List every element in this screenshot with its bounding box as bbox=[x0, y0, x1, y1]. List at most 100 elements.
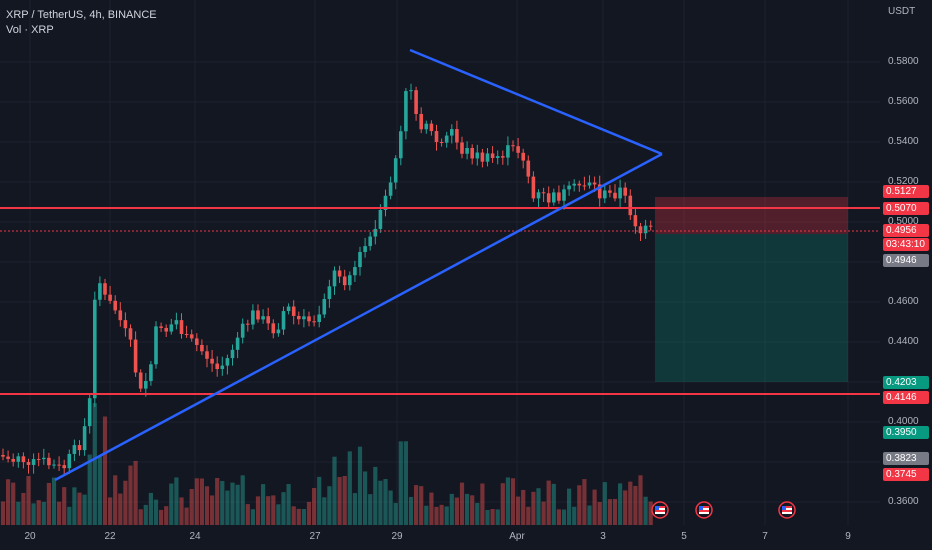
time-axis[interactable] bbox=[0, 525, 880, 550]
volume-bar bbox=[148, 492, 153, 525]
upper-trendline[interactable] bbox=[409, 48, 663, 156]
price-tick-label: 0.4400 bbox=[888, 336, 919, 347]
candle-body bbox=[444, 135, 449, 143]
price-label: 0.4203 bbox=[883, 376, 929, 389]
us-flag-icon[interactable] bbox=[778, 501, 796, 519]
lower-trendline[interactable] bbox=[54, 152, 663, 482]
us-flag-icon[interactable] bbox=[651, 501, 669, 519]
volume-bar bbox=[521, 489, 526, 525]
candle-body bbox=[128, 328, 133, 340]
volume-bar bbox=[215, 477, 220, 525]
volume-bar bbox=[210, 495, 215, 525]
candle-body bbox=[623, 187, 627, 196]
candle-body bbox=[42, 457, 46, 460]
volume-bar bbox=[470, 495, 475, 525]
volume-bar bbox=[36, 500, 41, 525]
volume-bar bbox=[327, 486, 332, 525]
volume-bar bbox=[138, 509, 143, 525]
volume-indicator-title[interactable]: Vol · XRP bbox=[6, 24, 54, 36]
candle-body bbox=[200, 344, 204, 352]
candle-body bbox=[562, 189, 566, 201]
candle-body bbox=[271, 323, 276, 334]
volume-bar bbox=[648, 501, 653, 525]
candle-body bbox=[628, 195, 633, 216]
price-chart[interactable] bbox=[0, 0, 880, 525]
volume-bar bbox=[82, 494, 87, 525]
volume-bar bbox=[612, 498, 618, 525]
candle-body bbox=[235, 337, 240, 350]
candle-body bbox=[572, 183, 576, 186]
volume-bar bbox=[113, 475, 118, 525]
candle-body bbox=[327, 286, 332, 299]
volume-bar bbox=[475, 502, 480, 525]
candles bbox=[1, 83, 653, 476]
volume-bar bbox=[378, 480, 383, 525]
candle-body bbox=[1, 455, 5, 457]
candle-body bbox=[332, 270, 337, 287]
volume-bar bbox=[403, 441, 408, 525]
candle-body bbox=[149, 364, 153, 382]
volume-bar bbox=[204, 486, 210, 525]
volume-bar bbox=[271, 495, 276, 525]
us-flag-icon[interactable] bbox=[695, 501, 713, 519]
volume-bar bbox=[424, 505, 429, 525]
candle-body bbox=[643, 225, 648, 234]
volume-bar bbox=[6, 479, 11, 525]
volume-bar bbox=[169, 483, 174, 525]
candle-body bbox=[189, 334, 194, 339]
price-tick-label: 0.5000 bbox=[888, 216, 919, 227]
volume-bar bbox=[123, 480, 128, 525]
candle-body bbox=[450, 129, 454, 136]
target-zone[interactable] bbox=[655, 234, 848, 382]
candle-body bbox=[633, 215, 638, 227]
volume-bar bbox=[582, 479, 587, 525]
volume-bar bbox=[31, 503, 36, 525]
candle-body bbox=[480, 152, 485, 162]
candle-body bbox=[179, 320, 184, 335]
volume-bar bbox=[312, 488, 317, 525]
candle-body bbox=[363, 246, 367, 252]
volume-bar bbox=[240, 475, 245, 525]
candle-body bbox=[195, 338, 199, 345]
volume-bar bbox=[332, 456, 337, 525]
volume-bar bbox=[102, 416, 108, 525]
volume-bar bbox=[388, 490, 393, 525]
volume-bar bbox=[510, 478, 516, 525]
candle-body bbox=[577, 183, 582, 186]
volume-bar bbox=[276, 504, 281, 525]
candle-body bbox=[6, 456, 10, 459]
grid bbox=[0, 0, 880, 525]
volume-bar bbox=[143, 504, 148, 525]
candle-body bbox=[67, 453, 72, 469]
candle-body bbox=[184, 334, 189, 336]
price-tick-label: 0.4000 bbox=[888, 416, 919, 427]
candle-body bbox=[393, 158, 398, 183]
candle-body bbox=[516, 146, 520, 153]
time-tick-label: Apr bbox=[509, 531, 525, 542]
candle-body bbox=[57, 464, 61, 466]
candle-body bbox=[31, 459, 36, 465]
volume-bar bbox=[454, 497, 459, 525]
volume-bar bbox=[526, 506, 531, 525]
candle-body bbox=[597, 184, 602, 199]
candle-body bbox=[388, 182, 393, 196]
symbol-title[interactable]: XRP / TetherUS, 4h, BINANCE bbox=[6, 9, 157, 21]
volume-bar bbox=[199, 478, 204, 525]
candle-body bbox=[261, 316, 265, 320]
chart-legend[interactable]: XRP / TetherUS, 4h, BINANCE Vol · XRP bbox=[6, 8, 157, 38]
volume-bar bbox=[250, 509, 255, 525]
price-tick-label: 0.5600 bbox=[888, 96, 919, 107]
volume-bar bbox=[179, 497, 184, 525]
stop-zone[interactable] bbox=[655, 197, 848, 234]
volume-bar bbox=[72, 487, 77, 525]
volume-bar bbox=[322, 497, 327, 525]
volume-bar bbox=[368, 494, 373, 525]
candle-body bbox=[47, 457, 51, 466]
volume-bar bbox=[317, 476, 322, 525]
volume-bar bbox=[587, 505, 592, 525]
volume-bar bbox=[414, 485, 419, 525]
price-label: 0.4956 bbox=[883, 224, 929, 237]
volume-bar bbox=[567, 488, 572, 525]
volume-bar bbox=[286, 484, 291, 525]
candle-body bbox=[337, 270, 342, 277]
